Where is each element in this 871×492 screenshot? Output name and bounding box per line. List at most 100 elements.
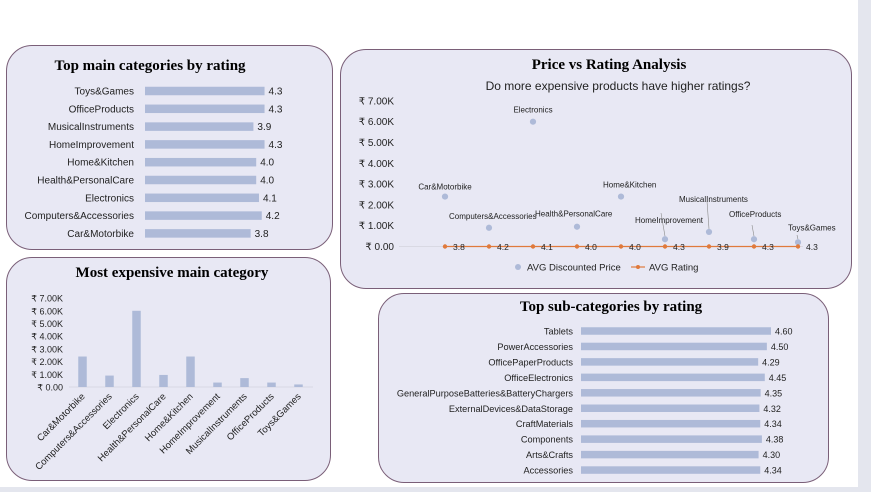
bar bbox=[145, 193, 259, 203]
rating-label: 4.0 bbox=[585, 242, 597, 252]
chart-subtitle: Do more expensive products have higher r… bbox=[486, 79, 751, 93]
point-label: OfficeProducts bbox=[729, 210, 781, 219]
rating-point bbox=[530, 244, 536, 249]
data-label: 4.45 bbox=[769, 373, 787, 383]
bar bbox=[186, 356, 195, 387]
price-point bbox=[661, 236, 669, 243]
bar bbox=[159, 374, 168, 387]
data-label: 4.32 bbox=[763, 404, 781, 414]
rating-label: 4.2 bbox=[497, 242, 509, 252]
legend-price-label: AVG Discounted Price bbox=[527, 263, 621, 274]
price-point bbox=[794, 239, 802, 246]
bar bbox=[78, 356, 87, 387]
y-tick-label: ₹ 4.00K bbox=[31, 332, 63, 342]
subcategory-rating-plot: Top sub-categories by rating Tablets 4.60… bbox=[397, 299, 793, 476]
point-label: Car&Motorbike bbox=[418, 183, 472, 192]
bar bbox=[581, 466, 761, 474]
price-point bbox=[573, 223, 581, 230]
category-label: Arts&Crafts bbox=[526, 450, 573, 460]
price-point bbox=[441, 193, 449, 200]
data-label: 4.34 bbox=[764, 466, 782, 476]
leader-line bbox=[706, 200, 710, 229]
chart-title: Price vs Rating Analysis bbox=[532, 57, 687, 73]
data-label: 4.50 bbox=[771, 342, 789, 352]
bar bbox=[145, 140, 265, 149]
y-tick-label: ₹ 2.00K bbox=[31, 357, 63, 367]
price-point bbox=[705, 228, 713, 236]
bar bbox=[213, 382, 222, 387]
rating-by-category-chart[interactable]: Top main categories by rating Toys&Games… bbox=[6, 45, 333, 250]
bar bbox=[581, 358, 759, 366]
rating-label: 4.3 bbox=[806, 242, 818, 252]
y-tick-label: ₹ 7.00K bbox=[31, 294, 63, 304]
data-label: 4.30 bbox=[763, 450, 781, 460]
leader-line bbox=[796, 234, 799, 240]
bar bbox=[145, 86, 265, 96]
category-label: Computers&Accessories bbox=[25, 211, 134, 222]
data-label: 4.3 bbox=[269, 87, 283, 98]
bar bbox=[581, 342, 767, 351]
bar bbox=[581, 435, 762, 443]
subcategory-rating-chart[interactable]: Top sub-categories by rating Tablets 4.60… bbox=[378, 293, 829, 483]
y-tick-label: ₹ 0.00 bbox=[365, 242, 394, 253]
rating-label: 3.9 bbox=[717, 242, 729, 252]
price-point bbox=[485, 224, 493, 231]
point-label: MusicalInstruments bbox=[679, 195, 748, 204]
rating-label: 4.3 bbox=[673, 242, 685, 252]
bar bbox=[294, 384, 303, 387]
point-label: Toys&Games bbox=[788, 223, 836, 232]
chart-title: Most expensive main category bbox=[76, 265, 269, 281]
bar bbox=[145, 122, 254, 131]
category-label: Health&PersonalCare bbox=[37, 176, 134, 187]
data-label: 4.0 bbox=[260, 176, 274, 187]
category-label: ExternalDevices&DataStorage bbox=[449, 404, 573, 414]
chart-title: Top sub-categories by rating bbox=[520, 299, 703, 315]
bar bbox=[145, 211, 262, 220]
category-label: OfficeProducts bbox=[69, 104, 134, 115]
category-label: Home&Kitchen bbox=[67, 158, 134, 169]
vertical-scrollbar[interactable] bbox=[858, 0, 871, 492]
rating-label: 4.1 bbox=[541, 242, 553, 252]
point-label: Computers&Accessories bbox=[449, 212, 537, 221]
bar bbox=[145, 229, 251, 238]
category-label: Car&Motorbike bbox=[67, 229, 134, 240]
data-label: 4.35 bbox=[765, 388, 783, 398]
y-tick-label: ₹ 1.00K bbox=[31, 370, 63, 380]
bar bbox=[105, 375, 114, 387]
data-label: 4.2 bbox=[266, 211, 280, 222]
y-tick-label: ₹ 7.00K bbox=[359, 96, 395, 107]
category-label: HomeImprovement bbox=[49, 140, 134, 151]
bar bbox=[145, 175, 257, 185]
most-expensive-category-chart[interactable]: Most expensive main category ₹ 0.00 ₹ 1.0… bbox=[6, 257, 331, 481]
data-label: 3.9 bbox=[257, 122, 271, 133]
rating-point bbox=[795, 244, 801, 249]
bar bbox=[145, 104, 265, 114]
bar bbox=[267, 382, 276, 387]
category-label: Tablets bbox=[544, 327, 574, 337]
horizontal-scrollbar[interactable] bbox=[0, 487, 858, 492]
price-point bbox=[529, 118, 537, 125]
price-vs-rating-chart[interactable]: Price vs Rating Analysis Do more expensi… bbox=[340, 49, 852, 289]
category-label: CraftMaterials bbox=[516, 419, 574, 429]
leader-line bbox=[751, 224, 755, 237]
category-label: Electronics bbox=[85, 193, 134, 204]
chart-title: Top main categories by rating bbox=[54, 58, 246, 74]
rating-point bbox=[706, 244, 712, 249]
rating-by-category-plot: Top main categories by rating Toys&Games… bbox=[25, 58, 283, 240]
rating-label: 4.0 bbox=[629, 242, 641, 252]
price-point bbox=[617, 193, 625, 200]
data-label: 4.34 bbox=[764, 419, 782, 429]
point-label: HomeImprovement bbox=[635, 216, 704, 225]
rating-label: 4.3 bbox=[762, 242, 774, 252]
y-tick-label: ₹ 6.00K bbox=[359, 117, 395, 128]
data-label: 4.29 bbox=[762, 357, 780, 367]
bar bbox=[145, 157, 257, 167]
data-label: 4.3 bbox=[269, 140, 283, 151]
rating-point bbox=[751, 244, 757, 249]
y-tick-label: ₹ 3.00K bbox=[359, 180, 395, 191]
rating-label: 3.8 bbox=[453, 242, 465, 252]
bar bbox=[581, 389, 761, 397]
bar bbox=[581, 450, 759, 459]
y-tick-label: ₹ 5.00K bbox=[359, 138, 395, 149]
y-tick-label: ₹ 2.00K bbox=[359, 200, 395, 211]
